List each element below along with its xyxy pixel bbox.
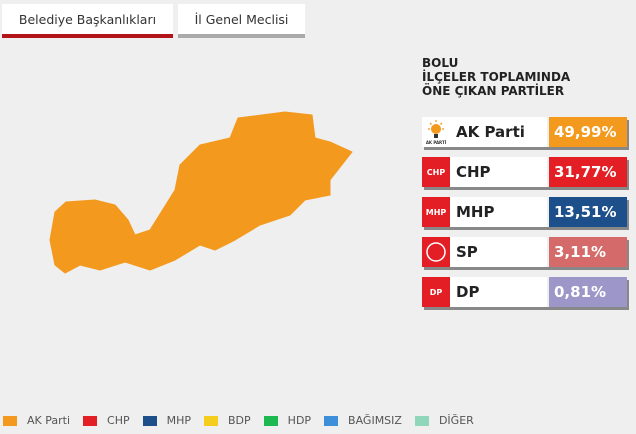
tab-label: Belediye Başkanlıkları — [18, 11, 157, 27]
legend-label: MHP — [166, 414, 192, 427]
legend-label: DİĞER — [438, 414, 474, 427]
bolu-map[interactable] — [0, 50, 400, 290]
legend-label: HDP — [287, 414, 312, 427]
chp-six-arrows-icon: CHP — [422, 157, 450, 187]
party-name: AK Parti — [450, 117, 547, 147]
party-name: MHP — [450, 197, 547, 227]
party-name: DP — [450, 277, 547, 307]
legend-swatch — [83, 415, 98, 426]
legend-swatch — [263, 415, 278, 426]
legend-label: BDP — [228, 414, 251, 427]
party-row[interactable]: DP DP 0,81% — [422, 277, 627, 307]
party-row[interactable]: SP 3,11% — [422, 237, 627, 267]
party-percentage: 3,11% — [549, 237, 627, 267]
legend-swatch — [414, 415, 429, 426]
tab-label: İl Genel Meclisi — [194, 11, 289, 27]
mhp-crescents-icon: MHP — [422, 197, 450, 227]
legend-swatch — [142, 415, 157, 426]
legend-label: AK Parti — [27, 414, 71, 427]
tab-belediye-baskanliklari[interactable]: Belediye Başkanlıkları — [2, 4, 173, 38]
bolu-region[interactable] — [49, 111, 353, 274]
party-name: SP — [450, 237, 547, 267]
legend-label: BAĞIMSIZ — [348, 414, 402, 427]
party-row[interactable]: CHP CHP 31,77% — [422, 157, 627, 187]
party-percentage: 0,81% — [549, 277, 627, 307]
party-percentage: 31,77% — [549, 157, 627, 187]
legend: AK Parti CHP MHP BDP HDP BAĞIMSIZ DİĞER — [3, 414, 487, 427]
legend-swatch — [3, 415, 17, 426]
party-row[interactable]: AK PARTİ AK Parti 49,99% — [422, 117, 627, 147]
panel-title: BOLU İLÇELER TOPLAMINDA ÖNE ÇIKAN PARTİL… — [422, 56, 570, 98]
sp-crescent-icon — [422, 237, 450, 267]
title-line: ÖNE ÇIKAN PARTİLER — [422, 84, 565, 98]
party-row[interactable]: MHP MHP 13,51% — [422, 197, 627, 227]
dp-horse-icon: DP — [422, 277, 450, 307]
legend-swatch — [324, 415, 339, 426]
party-percentage: 49,99% — [549, 117, 627, 147]
ak-parti-bulb-icon: AK PARTİ — [422, 117, 450, 147]
party-percentage: 13,51% — [549, 197, 627, 227]
title-line: İLÇELER TOPLAMINDA — [422, 70, 571, 84]
legend-swatch — [204, 415, 219, 426]
svg-text:AK PARTİ: AK PARTİ — [426, 140, 447, 145]
party-name: CHP — [450, 157, 547, 187]
title-line: BOLU — [422, 56, 459, 70]
legend-label: CHP — [107, 414, 130, 427]
tab-il-genel-meclisi[interactable]: İl Genel Meclisi — [178, 4, 305, 38]
